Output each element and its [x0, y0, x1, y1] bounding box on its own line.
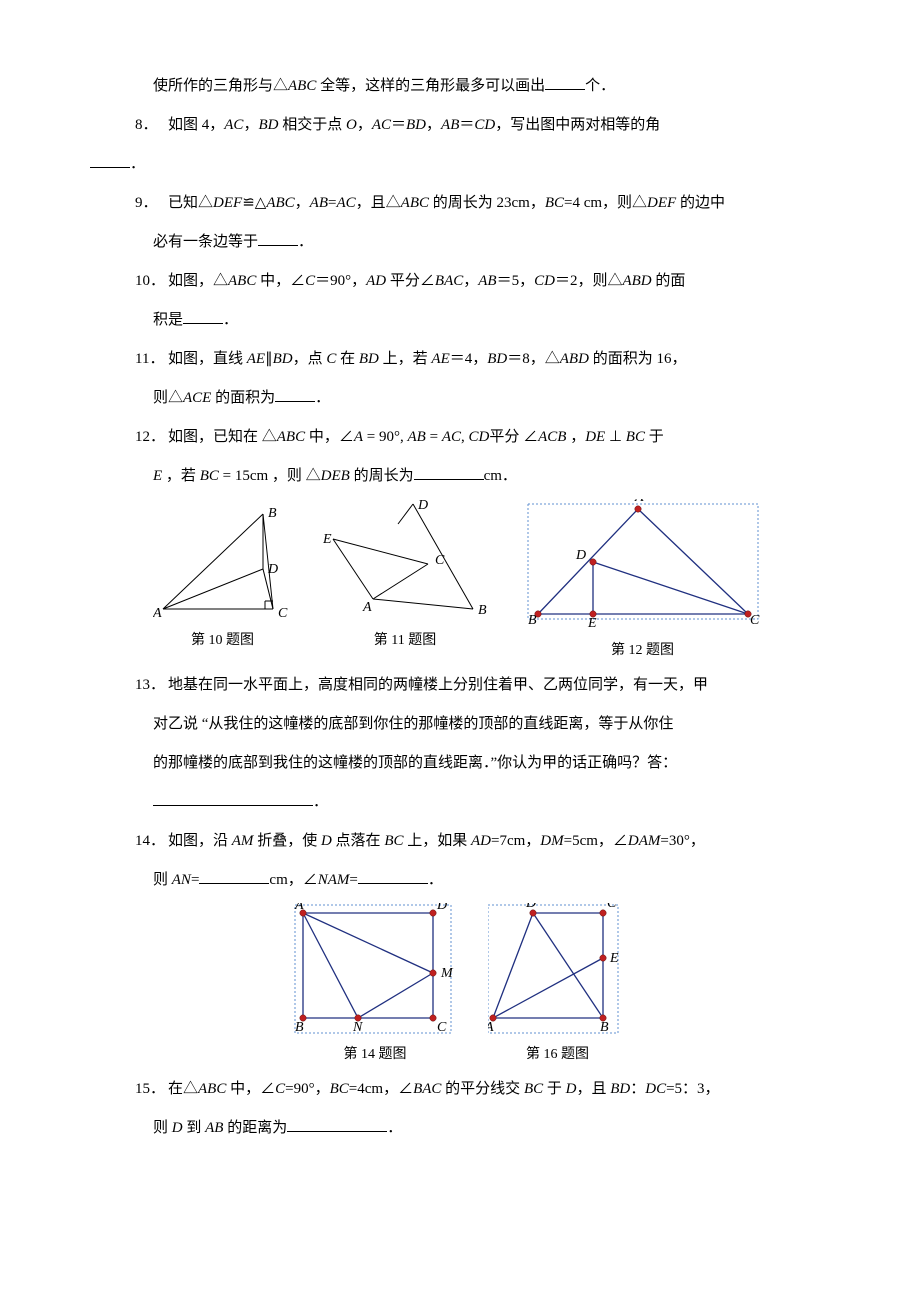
text: 全等，这样的三角形最多可以画出 — [316, 78, 545, 94]
q8: 8．如图 4，AC，BD 相交于点 O，AC＝BD，AB＝CD，写出图中两对相等… — [90, 109, 830, 142]
figure-row-2: A D B C M N 第 14 题图 D C A B E 第 16 题图 — [90, 903, 830, 1071]
q9-line2: 必有一条边等于． — [90, 226, 830, 259]
fig10-caption: 第 10 题图 — [191, 626, 254, 657]
q13: 13．地基在同一水平面上，高度相同的两幢楼上分别住着甲、乙两位同学，有一天，甲 — [90, 669, 830, 702]
q14-line2: 则 AN=cm，∠NAM=． — [90, 864, 830, 897]
svg-text:D: D — [575, 548, 586, 563]
fig16-col: D C A B E 第 16 题图 — [488, 903, 628, 1071]
q13-l2: 对乙说 “从我住的这幢楼的底部到你住的那幢楼的顶部的直线距离，等于从你住 — [90, 708, 830, 741]
blank — [199, 868, 269, 884]
svg-text:D: D — [525, 903, 536, 911]
svg-text:C: C — [750, 613, 760, 628]
q14: 14．如图，沿 AM 折叠，使 D 点落在 BC 上，如果 AD=7cm，DM=… — [90, 825, 830, 858]
text: 使所作的三角形与△ — [153, 78, 288, 94]
svg-text:B: B — [600, 1020, 609, 1035]
fig16-svg: D C A B E — [488, 903, 628, 1038]
fig12-col: A B C D E 第 12 题图 — [518, 499, 768, 667]
qnum: 12． — [135, 421, 168, 454]
q11-line2: 则△ACE 的面积为． — [90, 382, 830, 415]
q13-l3: 的那幢楼的底部到我住的这幢楼的顶部的直线距离．”你认为甲的话正确吗？答： — [90, 747, 830, 780]
svg-text:N: N — [352, 1020, 363, 1035]
qnum: 10． — [135, 265, 168, 298]
svg-text:E: E — [323, 532, 332, 547]
fig12-caption: 第 12 题图 — [611, 636, 674, 667]
svg-text:M: M — [440, 966, 454, 981]
blank — [258, 230, 298, 246]
svg-text:B: B — [528, 613, 537, 628]
fig14-col: A D B C M N 第 14 题图 — [293, 903, 458, 1071]
fig14-caption: 第 14 题图 — [344, 1040, 407, 1071]
qnum: 15． — [135, 1073, 168, 1106]
fig10-col: A C B D 第 10 题图 — [153, 499, 293, 667]
q8-line2: ． — [90, 148, 830, 181]
qnum: 13． — [135, 669, 168, 702]
svg-text:C: C — [607, 903, 617, 911]
svg-text:B: B — [268, 506, 277, 521]
fig10-svg: A C B D — [153, 499, 293, 624]
q12: 12．如图，已知在 △ABC 中，∠A = 90°, AB = AC, CD平分… — [90, 421, 830, 454]
svg-text:C: C — [437, 1020, 447, 1035]
qnum: 11． — [135, 343, 168, 376]
blank — [287, 1116, 387, 1132]
svg-text:D: D — [417, 499, 428, 513]
q12-line2: E ，若 BC = 15cm ，则 △DEB 的周长为cm． — [90, 460, 830, 493]
svg-text:A: A — [294, 903, 304, 913]
q13-l4: ． — [90, 786, 830, 819]
fig11-svg: E D A C B — [323, 499, 488, 624]
svg-text:C: C — [278, 606, 288, 621]
qnum: 9． — [135, 187, 168, 220]
q10-line2: 积是． — [90, 304, 830, 337]
qnum: 8． — [135, 109, 168, 142]
svg-text:E: E — [609, 951, 619, 966]
q15: 15．在△ABC 中，∠C=90°，BC=4cm，∠BAC 的平分线交 BC 于… — [90, 1073, 830, 1106]
blank — [358, 868, 428, 884]
figure-row-1: A C B D 第 10 题图 E D A C B 第 11 题图 A B C D E 第 12 题图 — [90, 499, 830, 667]
abc: ABC — [288, 78, 316, 94]
svg-text:D: D — [436, 903, 447, 913]
q7-tail: 使所作的三角形与△ABC 全等，这样的三角形最多可以画出 个． — [90, 70, 830, 103]
blank — [153, 790, 313, 806]
svg-text:C: C — [435, 553, 445, 568]
q15-line2: 则 D 到 AB 的距离为． — [90, 1112, 830, 1145]
svg-text:A: A — [488, 1020, 494, 1035]
svg-text:A: A — [153, 606, 162, 621]
fig11-caption: 第 11 题图 — [374, 626, 436, 657]
svg-text:B: B — [295, 1020, 304, 1035]
q10: 10．如图，△ABC 中，∠C＝90°，AD 平分∠BAC，AB＝5，CD＝2，… — [90, 265, 830, 298]
svg-text:A: A — [634, 499, 644, 505]
blank — [275, 386, 315, 402]
blank — [90, 152, 130, 168]
blank — [183, 308, 223, 324]
qnum: 14． — [135, 825, 168, 858]
q11: 11．如图，直线 AE∥BD，点 C 在 BD 上，若 AE＝4，BD＝8，△A… — [90, 343, 830, 376]
text: 个． — [585, 78, 615, 94]
fig14-svg: A D B C M N — [293, 903, 458, 1038]
blank — [414, 464, 484, 480]
fig12-svg: A B C D E — [518, 499, 768, 634]
fig11-col: E D A C B 第 11 题图 — [323, 499, 488, 667]
svg-text:D: D — [267, 562, 278, 577]
blank — [545, 74, 585, 90]
svg-text:E: E — [587, 616, 597, 631]
svg-text:B: B — [478, 603, 487, 618]
q9: 9．已知△DEF≌△ABC，AB=AC，且△ABC 的周长为 23cm，BC=4… — [90, 187, 830, 220]
fig16-caption: 第 16 题图 — [526, 1040, 589, 1071]
svg-text:A: A — [362, 600, 372, 615]
